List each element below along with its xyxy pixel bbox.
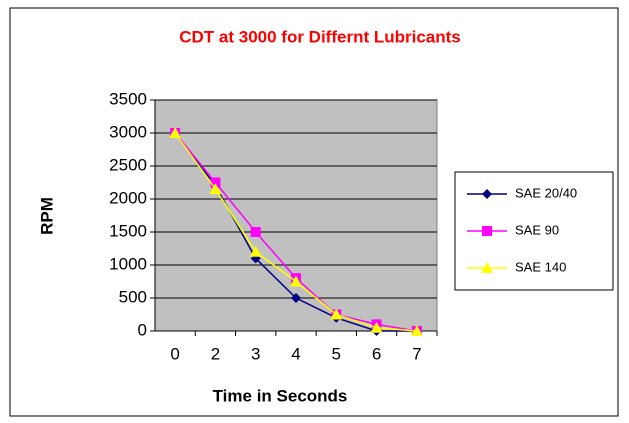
marker (482, 226, 492, 236)
y-tick-label: 3500 (109, 89, 147, 108)
y-axis-label: RPM (37, 197, 56, 235)
plot-area (154, 99, 438, 332)
legend-label: SAE 20/40 (515, 185, 577, 200)
y-tick-label: 0 (138, 320, 147, 339)
legend-label: SAE 90 (515, 222, 559, 237)
marker (481, 262, 493, 273)
y-tick-label: 1500 (109, 221, 147, 240)
y-tick-label: 2500 (109, 155, 147, 174)
x-tick-label: 4 (291, 344, 300, 363)
x-tick-label: 2 (211, 344, 220, 363)
marker (250, 227, 261, 237)
chart-title: CDT at 3000 for Differnt Lubricants (179, 27, 461, 46)
y-tick-label: 3000 (109, 122, 147, 141)
marker (330, 308, 343, 320)
marker (291, 293, 301, 303)
marker (370, 321, 383, 333)
x-tick-label: 6 (372, 344, 381, 363)
y-tick-label: 1000 (109, 254, 147, 273)
marker (410, 325, 423, 336)
marker (169, 127, 182, 138)
x-axis-label: Time in Seconds (213, 386, 348, 405)
marker (249, 245, 262, 257)
x-tick-label: 7 (412, 344, 421, 363)
y-tick-label: 500 (119, 287, 147, 306)
marker (210, 177, 221, 188)
x-tick-label: 0 (170, 344, 179, 363)
legend-label: SAE 140 (515, 259, 566, 274)
y-tick-label: 2000 (109, 188, 147, 207)
x-tick-label: 3 (251, 344, 260, 363)
marker (482, 189, 492, 199)
x-tick-label: 5 (332, 344, 341, 363)
marker (209, 183, 222, 195)
marker (290, 275, 302, 287)
